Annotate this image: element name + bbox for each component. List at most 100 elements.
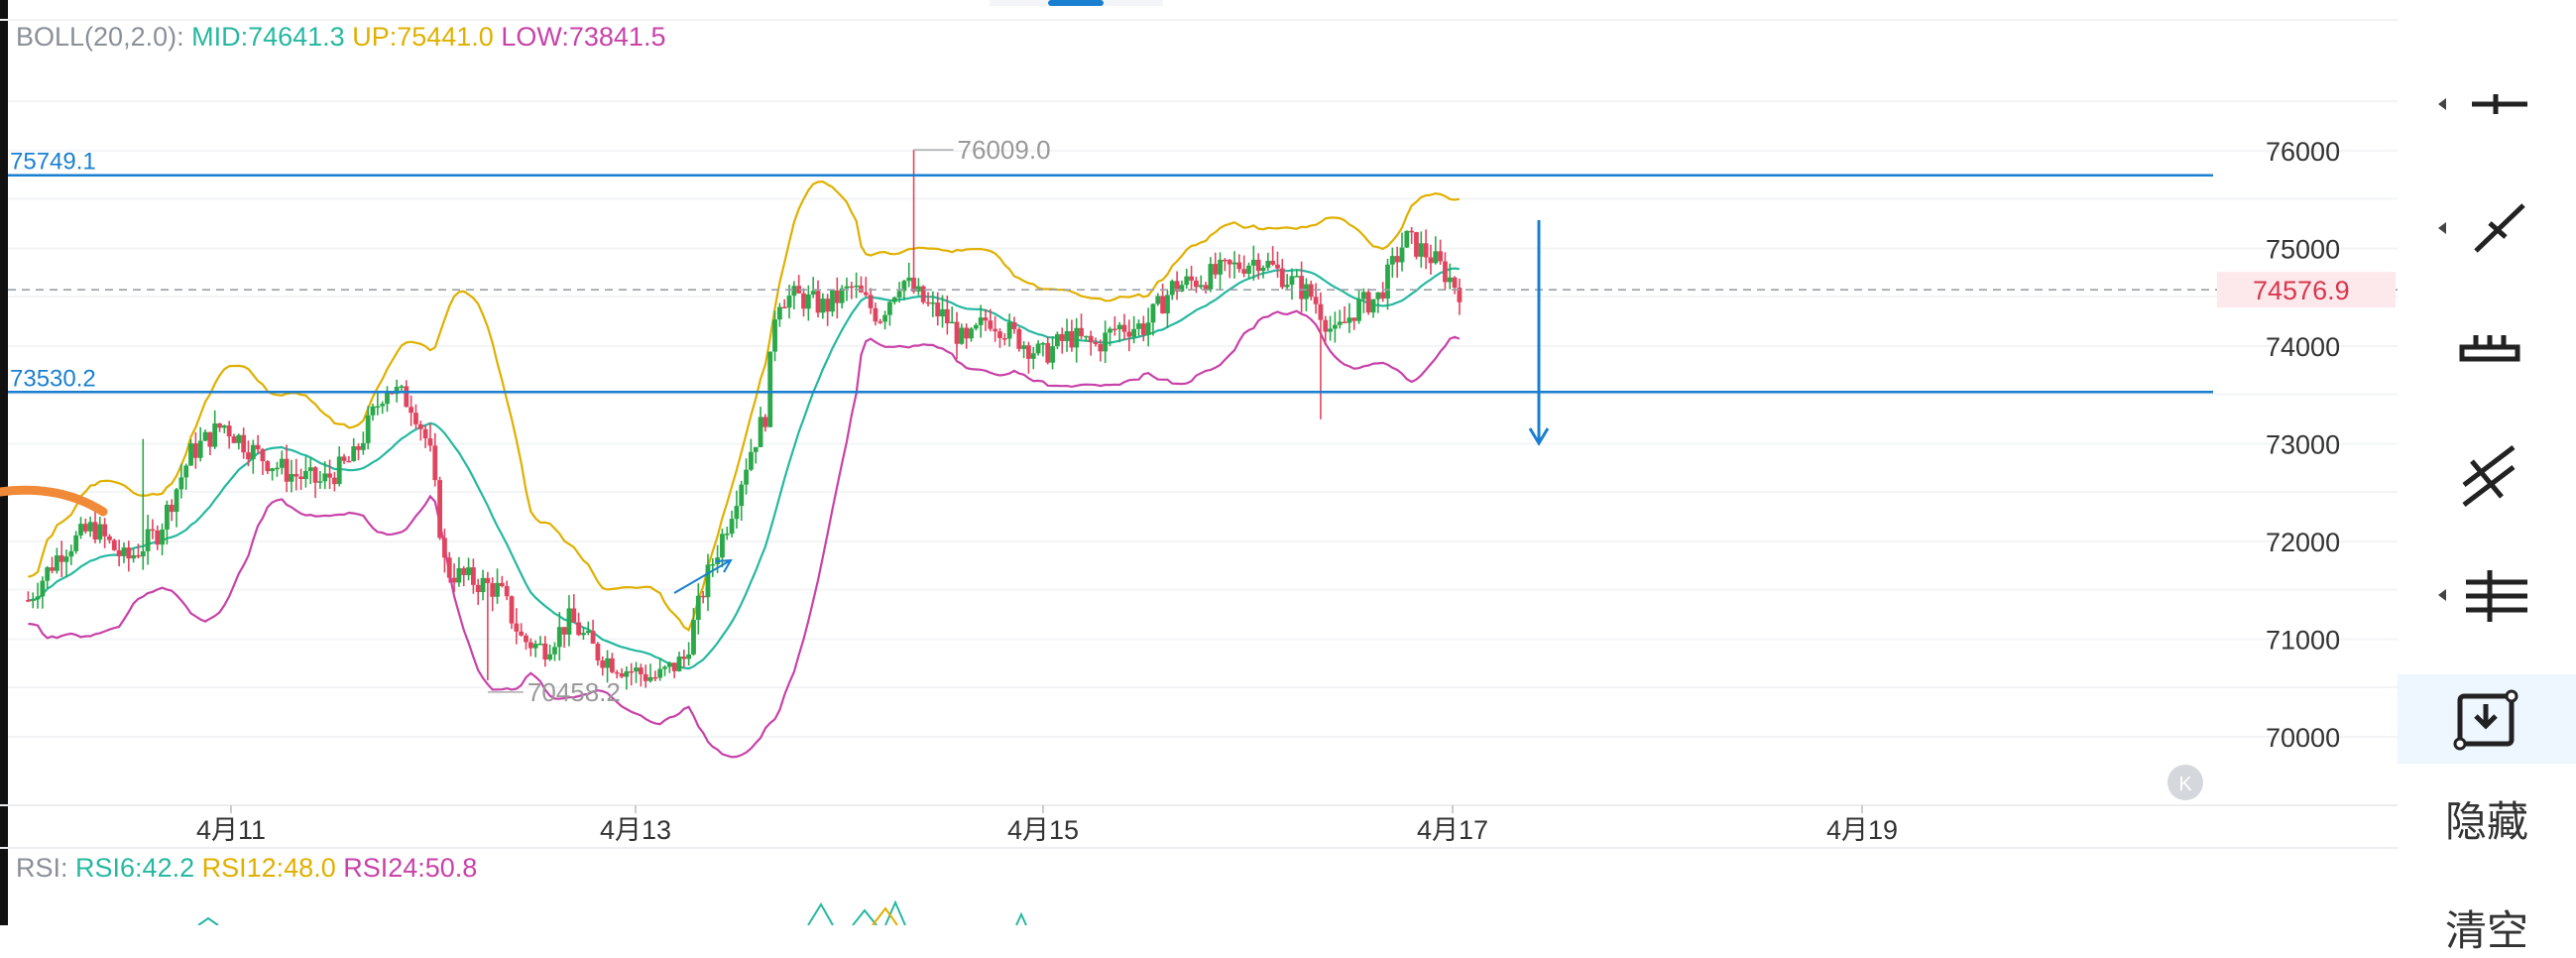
parallel-channel-tool-icon[interactable] (2398, 431, 2576, 521)
candle-body (891, 298, 897, 302)
hide-button[interactable]: 隐藏 (2444, 798, 2528, 845)
orange-highlight-stroke (0, 485, 108, 517)
candle-body (1409, 230, 1415, 233)
candle-body (614, 671, 620, 674)
candle-body (739, 484, 745, 507)
candle-body (820, 299, 826, 313)
candle-body (50, 567, 55, 571)
candle-body (485, 577, 491, 584)
candle-body (456, 567, 462, 583)
candle-body (930, 302, 936, 304)
candle-body (1294, 276, 1300, 278)
save-drawing-tool-icon[interactable] (2398, 674, 2576, 764)
watermark-letter: K (2178, 774, 2192, 795)
candle-body (537, 643, 543, 646)
candle-body (542, 643, 548, 660)
candle-body (231, 436, 237, 443)
candle-body (312, 467, 318, 483)
candle-body (744, 469, 749, 485)
candle-body (250, 444, 256, 460)
y-tick-label: 76000 (2266, 137, 2340, 167)
price-tag-bg (2217, 272, 2396, 308)
candle-body (1323, 319, 1329, 332)
candle-body (720, 534, 725, 558)
candle-body (873, 307, 878, 322)
watermark-badge (2167, 765, 2203, 800)
candle-body (935, 302, 941, 317)
measure-tool-icon[interactable] (2398, 307, 2576, 397)
top-header-fragment (0, 0, 2398, 22)
candle-body (1001, 337, 1007, 340)
boll-label: BOLL(20,2.0): (16, 22, 184, 52)
candle-body (514, 623, 520, 632)
candle-body (1255, 259, 1261, 272)
candle-body (1155, 296, 1161, 304)
rsi6-line (197, 899, 1027, 925)
candle-body (993, 328, 998, 332)
horizontal-line-tool-icon[interactable] (2398, 60, 2576, 149)
candle-body (1418, 243, 1424, 257)
candle-body (801, 293, 806, 309)
candle-body (1227, 260, 1232, 265)
candle-body (97, 524, 103, 540)
y-tick-label: 74000 (2266, 332, 2340, 362)
candle-body (1308, 284, 1314, 298)
candle-body (1347, 317, 1352, 323)
candle-body (1213, 264, 1219, 275)
candle-body (868, 295, 874, 308)
level-label: 75749.1 (10, 149, 96, 176)
candle-body (1423, 243, 1429, 258)
candle-body (624, 670, 630, 677)
candle-body (293, 474, 299, 477)
candle-body (634, 667, 639, 672)
candle-body (446, 557, 452, 578)
trend-line-tool-icon[interactable] (2398, 183, 2576, 273)
candle-body (470, 567, 476, 585)
candle-body (87, 522, 93, 532)
candle-body (1428, 257, 1434, 264)
candle-body (1222, 259, 1228, 262)
candle-body (1236, 262, 1242, 270)
candle-body (1169, 281, 1175, 296)
candle-body (54, 555, 59, 571)
candle-body (1304, 284, 1309, 299)
candlestick-chart[interactable]: 75749.1 73530.2 74576.9 76009.0 70458.2 K 760… (0, 0, 2398, 925)
rsi6-value: RSI6:42.2 (75, 853, 195, 883)
candle-body (666, 662, 672, 667)
candle-body (758, 417, 763, 447)
candle-body (629, 670, 635, 673)
low-annotation: 70458.2 (527, 677, 621, 707)
candle-body (183, 465, 189, 478)
candle-body (1457, 288, 1463, 302)
candle-body (585, 631, 591, 634)
candle-body (657, 668, 663, 678)
x-tick-label: 4月19 (1826, 815, 1898, 845)
candle-body (174, 489, 179, 513)
candle-body (729, 519, 735, 535)
candle-body (576, 622, 582, 636)
candle-body (1380, 292, 1386, 299)
candle-body (1198, 285, 1204, 288)
clear-button[interactable]: 清空 (2444, 907, 2528, 954)
candle-body (385, 392, 390, 405)
candle-body (1318, 303, 1324, 320)
candle-body (749, 451, 754, 470)
fibonacci-tool-icon[interactable] (2398, 550, 2576, 640)
up-arrow-drawing (673, 558, 733, 594)
candle-body (1098, 344, 1104, 352)
candle-body (571, 608, 577, 623)
candle-body (1231, 262, 1237, 265)
candle-body (59, 555, 64, 562)
candle-body (1299, 276, 1305, 299)
candle-body (1131, 328, 1137, 337)
candle-body (1074, 327, 1080, 348)
candle-body (432, 445, 438, 481)
candle-body (126, 547, 132, 559)
candle-body (265, 461, 271, 472)
candle-body (791, 286, 797, 297)
candle-body (700, 595, 706, 598)
candle-body (1443, 261, 1448, 283)
candle-body (600, 660, 606, 668)
candle-body (102, 524, 108, 537)
candle-body (566, 608, 572, 635)
